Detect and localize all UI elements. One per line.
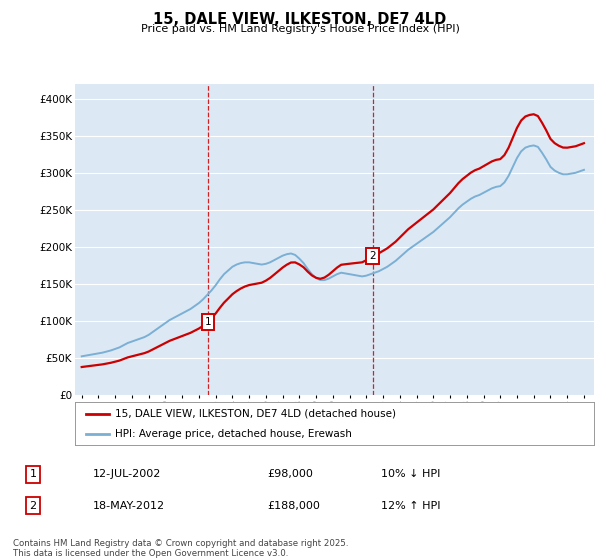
Text: 15, DALE VIEW, ILKESTON, DE7 4LD (detached house): 15, DALE VIEW, ILKESTON, DE7 4LD (detach… [115,409,397,419]
Text: HPI: Average price, detached house, Erewash: HPI: Average price, detached house, Erew… [115,430,352,439]
Text: 18-MAY-2012: 18-MAY-2012 [93,501,165,511]
Text: Contains HM Land Registry data © Crown copyright and database right 2025.
This d: Contains HM Land Registry data © Crown c… [13,539,349,558]
Text: 2: 2 [370,251,376,261]
Text: £188,000: £188,000 [267,501,320,511]
Text: £98,000: £98,000 [267,469,313,479]
Text: 15, DALE VIEW, ILKESTON, DE7 4LD: 15, DALE VIEW, ILKESTON, DE7 4LD [154,12,446,27]
Text: 12% ↑ HPI: 12% ↑ HPI [381,501,440,511]
Text: 12-JUL-2002: 12-JUL-2002 [93,469,161,479]
Text: 10% ↓ HPI: 10% ↓ HPI [381,469,440,479]
Text: 1: 1 [29,469,37,479]
Text: 1: 1 [205,318,211,327]
Text: 2: 2 [29,501,37,511]
Text: Price paid vs. HM Land Registry's House Price Index (HPI): Price paid vs. HM Land Registry's House … [140,24,460,34]
